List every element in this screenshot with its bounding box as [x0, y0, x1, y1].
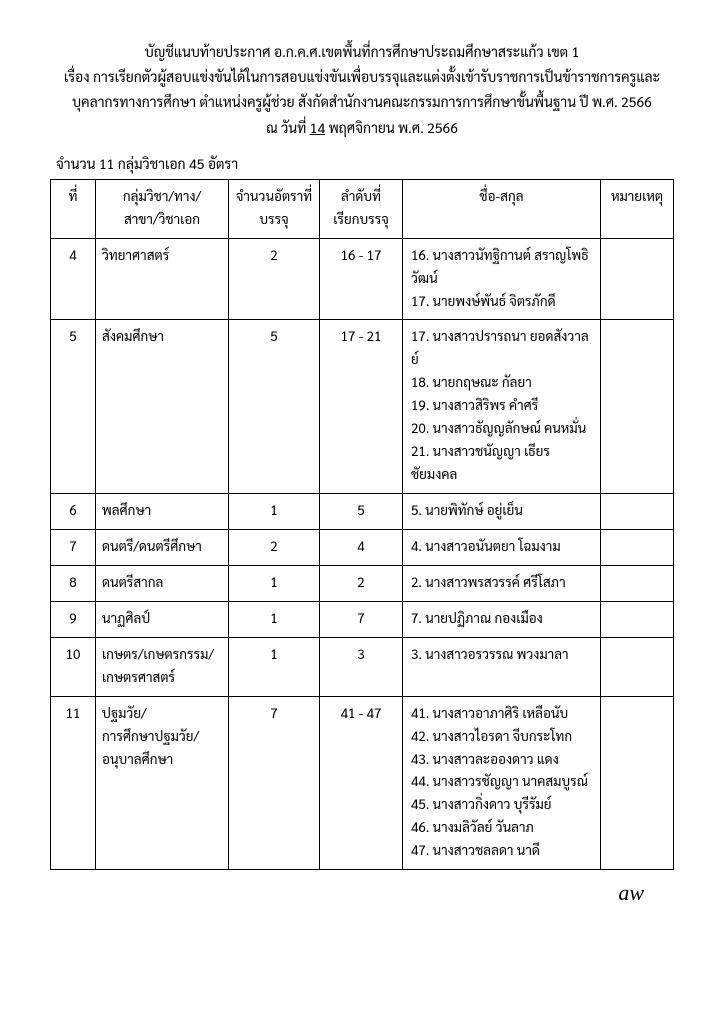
cell-range: 5 [320, 494, 403, 530]
cell-range: 41 - 47 [320, 696, 403, 870]
cell-no: 11 [51, 696, 96, 870]
cell-qty: 2 [229, 238, 320, 320]
table-row: 6พลศึกษา155. นายพิทักษ์ อยู่เย็น [51, 494, 674, 530]
col-name: ชื่อ-สกุล [403, 179, 601, 238]
cell-names: 5. นายพิทักษ์ อยู่เย็น [403, 494, 601, 530]
table-row: 4วิทยาศาสตร์216 - 1716. นางสาวนัทฐิกานต์… [51, 238, 674, 320]
cell-no: 6 [51, 494, 96, 530]
cell-names: 17. นางสาวปรารถนา ยอดสังวาลย์18. นายกฤษณ… [403, 320, 601, 494]
cell-no: 7 [51, 529, 96, 565]
cell-subject: ปฐมวัย/การศึกษาปฐมวัย/อนุบาลศึกษา [96, 696, 229, 870]
table-row: 10เกษตร/เกษตรกรรม/เกษตรศาสตร์133. นางสาว… [51, 637, 674, 696]
col-no: ที่ [51, 179, 96, 238]
cell-names: 2. นางสาวพรสวรรค์ ศรีโสภา [403, 565, 601, 601]
cell-range: 2 [320, 565, 403, 601]
cell-remark [601, 529, 674, 565]
col-qty-l1: จำนวนอัตราที่ [236, 188, 312, 205]
cell-remark [601, 601, 674, 637]
date-prefix: ณ วันที่ [266, 119, 310, 137]
cell-subject: เกษตร/เกษตรกรรม/เกษตรศาสตร์ [96, 637, 229, 696]
table-row: 9นาฏศิลป์177. นายปฏิภาณ กองเมือง [51, 601, 674, 637]
summary-line: จำนวน 11 กลุ่มวิชาเอก 45 อัตรา [56, 155, 674, 173]
cell-names: 16. นางสาวนัทฐิกานต์ สราญโพธิวัฒน์17. นา… [403, 238, 601, 320]
cell-no: 8 [51, 565, 96, 601]
cell-remark [601, 494, 674, 530]
cell-subject: นาฏศิลป์ [96, 601, 229, 637]
cell-qty: 2 [229, 529, 320, 565]
col-subject-l2: สาขา/วิชาเอก [124, 211, 200, 228]
table-header-row: ที่ กลุ่มวิชา/ทาง/ สาขา/วิชาเอก จำนวนอัต… [51, 179, 674, 238]
cell-remark [601, 320, 674, 494]
signature: aw [50, 880, 674, 906]
cell-range: 7 [320, 601, 403, 637]
cell-remark [601, 637, 674, 696]
table-row: 7ดนตรี/ดนตรีศึกษา244. นางสาวอนันตยา โฉมง… [51, 529, 674, 565]
cell-names: 7. นายปฏิภาณ กองเมือง [403, 601, 601, 637]
col-range-l2: เรียกบรรจุ [333, 211, 389, 228]
cell-names: 4. นางสาวอนันตยา โฉมงาม [403, 529, 601, 565]
document-header: บัญชีแนบท้ายประกาศ อ.ก.ค.ศ.เขตพื้นที่การ… [50, 40, 674, 141]
cell-names: 41. นางสาวอาภาศิริ เหลือนับ42. นางสาวไอร… [403, 696, 601, 870]
cell-remark [601, 565, 674, 601]
cell-no: 5 [51, 320, 96, 494]
cell-qty: 1 [229, 494, 320, 530]
cell-qty: 1 [229, 601, 320, 637]
col-subject-l1: กลุ่มวิชา/ทาง/ [123, 188, 201, 205]
cell-range: 17 - 21 [320, 320, 403, 494]
header-line-4: ณ วันที่ 14 พฤศจิกายน พ.ศ. 2566 [50, 116, 674, 141]
date-suffix: พฤศจิกายน พ.ศ. 2566 [325, 119, 458, 137]
cell-names: 3. นางสาวอรวรรณ พวงมาลา [403, 637, 601, 696]
cell-subject: วิทยาศาสตร์ [96, 238, 229, 320]
col-range-l1: ลำดับที่ [341, 188, 381, 205]
table-row: 8ดนตรีสากล122. นางสาวพรสวรรค์ ศรีโสภา [51, 565, 674, 601]
date-day: 14 [310, 119, 325, 137]
col-remark: หมายเหตุ [601, 179, 674, 238]
header-line-3: บุคลากรทางการศึกษา ตำแหน่งครูผู้ช่วย สัง… [50, 90, 674, 115]
header-line-2: เรื่อง การเรียกตัวผู้สอบแข่งขันได้ในการส… [50, 65, 674, 90]
cell-subject: ดนตรีสากล [96, 565, 229, 601]
appointment-table: ที่ กลุ่มวิชา/ทาง/ สาขา/วิชาเอก จำนวนอัต… [50, 179, 674, 870]
cell-qty: 1 [229, 637, 320, 696]
cell-no: 4 [51, 238, 96, 320]
header-line-1: บัญชีแนบท้ายประกาศ อ.ก.ค.ศ.เขตพื้นที่การ… [50, 40, 674, 65]
cell-remark [601, 696, 674, 870]
table-row: 5สังคมศึกษา517 - 2117. นางสาวปรารถนา ยอด… [51, 320, 674, 494]
cell-range: 4 [320, 529, 403, 565]
col-subject: กลุ่มวิชา/ทาง/ สาขา/วิชาเอก [96, 179, 229, 238]
table-row: 11ปฐมวัย/การศึกษาปฐมวัย/อนุบาลศึกษา741 -… [51, 696, 674, 870]
cell-range: 3 [320, 637, 403, 696]
cell-no: 10 [51, 637, 96, 696]
cell-remark [601, 238, 674, 320]
cell-subject: สังคมศึกษา [96, 320, 229, 494]
cell-subject: ดนตรี/ดนตรีศึกษา [96, 529, 229, 565]
cell-qty: 1 [229, 565, 320, 601]
cell-range: 16 - 17 [320, 238, 403, 320]
cell-subject: พลศึกษา [96, 494, 229, 530]
cell-qty: 5 [229, 320, 320, 494]
col-qty: จำนวนอัตราที่ บรรจุ [229, 179, 320, 238]
col-range: ลำดับที่ เรียกบรรจุ [320, 179, 403, 238]
cell-no: 9 [51, 601, 96, 637]
cell-qty: 7 [229, 696, 320, 870]
col-qty-l2: บรรจุ [259, 211, 288, 228]
